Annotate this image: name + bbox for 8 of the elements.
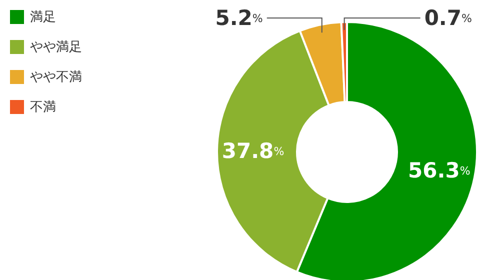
- data-label: 5.2%: [215, 6, 263, 30]
- legend-label: 不満: [30, 99, 56, 116]
- data-label: 37.8%: [222, 138, 284, 163]
- data-label: 56.3%: [408, 158, 470, 182]
- legend-label: やや満足: [30, 39, 82, 56]
- data-label: 0.7%: [424, 6, 472, 30]
- legend-label: やや不満: [30, 69, 82, 86]
- legend-label: 満足: [30, 9, 56, 26]
